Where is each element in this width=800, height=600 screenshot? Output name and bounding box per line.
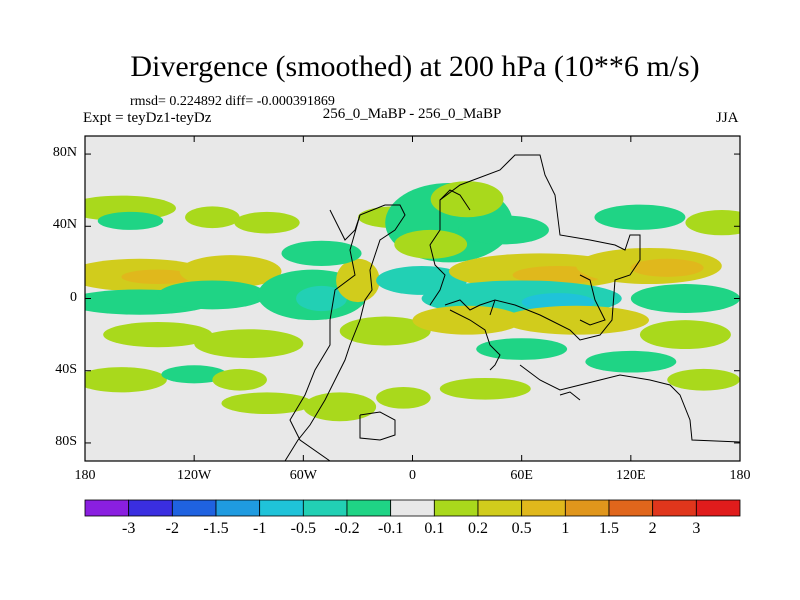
colorbar-swatch (302, 499, 348, 517)
y-tick-label: 80N (52, 145, 77, 161)
x-tick-label: 180 (74, 468, 96, 483)
colorbar-label: -0.1 (377, 520, 404, 537)
field-region-10 (336, 258, 380, 303)
coastline-outline (284, 154, 740, 461)
field-region-31 (630, 258, 704, 277)
field-region-39 (585, 350, 677, 373)
colorbar-swatch (433, 499, 479, 517)
season-label: JJA (716, 110, 739, 126)
colorbar-label: 0.5 (511, 520, 532, 537)
x-tick-label: 60E (510, 468, 533, 483)
colorbar-swatch (390, 499, 435, 517)
field-region-43 (594, 204, 686, 230)
colorbar-swatch (128, 499, 173, 517)
colorbar-label: -1.5 (203, 520, 229, 537)
experiment-label: Expt = teyDz1-teyDz (83, 110, 212, 126)
colorbar-swatch (84, 499, 130, 517)
plot-title: Divergence (smoothed) at 200 hPa (10**6 … (130, 50, 700, 83)
y-tick-label: 80S (55, 433, 77, 449)
y-tick-label: 40S (55, 361, 77, 377)
colorbar-label: 0.2 (468, 520, 488, 537)
x-tick-label: 120W (177, 468, 212, 483)
y-tick-label: 0 (70, 289, 77, 305)
field-region-2 (185, 206, 240, 229)
field-region-36 (503, 305, 650, 335)
field-region-26 (457, 215, 549, 245)
case-label: 256_0_MaBP - 256_0_MaBP (322, 106, 502, 122)
colorbar-label: -3 (121, 520, 136, 537)
field-region-21 (281, 240, 362, 266)
field-region-16 (221, 392, 313, 415)
colorbar-swatch (608, 499, 654, 517)
field-region-12 (194, 329, 304, 359)
field-region-17 (303, 392, 377, 422)
colorbar-swatch (477, 499, 523, 517)
field-region-7 (157, 280, 267, 310)
field-region-11 (103, 321, 213, 348)
field-region-40 (439, 377, 531, 400)
colorbar-swatch (259, 499, 304, 517)
field-region-1 (97, 211, 164, 230)
colorbar-label: 1.5 (599, 520, 619, 537)
colorbar-label: -0.2 (334, 520, 360, 537)
colorbar-swatch (215, 499, 261, 517)
colorbar-label: 1 (561, 520, 570, 537)
x-tick-label: 180 (729, 468, 751, 483)
colorbar-swatch (346, 499, 392, 517)
colorbar-label: 3 (692, 520, 701, 537)
field-region-24 (430, 181, 504, 218)
field-region-13 (85, 367, 167, 393)
axis-ticks (84, 136, 741, 461)
field-region-5 (179, 255, 282, 288)
field-region-19 (376, 386, 431, 409)
field-region-37 (639, 320, 731, 350)
x-tick-label: 60W (289, 468, 317, 483)
x-tick-label: 120E (616, 468, 646, 483)
field-region-34 (630, 284, 740, 313)
field-region-42 (685, 210, 740, 236)
field-region-18 (339, 316, 431, 346)
stats-label: rmsd= 0.224892 diff= -0.000391869 (130, 94, 335, 109)
colorbar-swatch (171, 499, 217, 517)
field-region-35 (412, 305, 522, 335)
field-region-4 (121, 269, 195, 285)
colorbar-label: 2 (648, 520, 657, 537)
colorbar-label: -2 (165, 520, 179, 537)
divergence-field (85, 181, 740, 422)
y-tick-label: 40N (52, 217, 77, 233)
colorbar-swatch (521, 499, 566, 517)
colorbar-swatch (695, 499, 741, 517)
colorbar (84, 499, 741, 517)
field-region-20 (234, 211, 300, 234)
colorbar-swatch (564, 499, 610, 517)
colorbar-swatch (652, 499, 697, 517)
colorbar-label: -1 (252, 520, 267, 537)
field-region-14 (161, 365, 227, 384)
colorbar-label: -0.5 (290, 520, 316, 537)
x-tick-label: 0 (409, 468, 416, 483)
colorbar-label: 0.1 (424, 520, 445, 537)
field-region-38 (476, 338, 568, 360)
field-region-41 (667, 368, 740, 391)
field-region-15 (212, 368, 267, 391)
